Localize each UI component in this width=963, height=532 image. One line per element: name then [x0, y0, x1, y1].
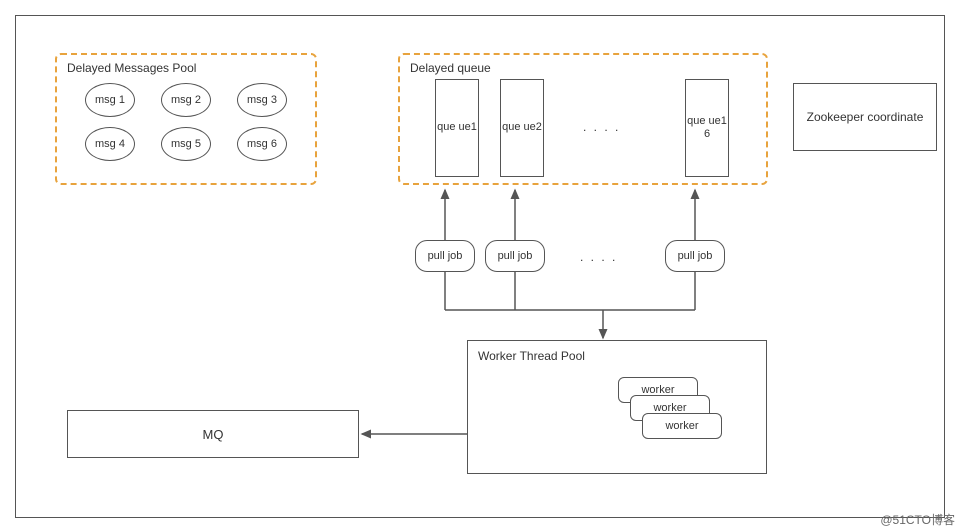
- queue-label: que ue1: [437, 121, 477, 134]
- queue-row: que ue1 que ue2 . . . . que ue1 6: [410, 75, 756, 175]
- msg-node: msg 3: [237, 83, 287, 117]
- pull-job-ellipsis: . . . .: [580, 250, 617, 264]
- pull-job-label: pull job: [678, 250, 713, 262]
- queue-box: que ue2: [500, 79, 544, 177]
- mq-box: MQ: [67, 410, 359, 458]
- msg-pool-title: Delayed Messages Pool: [67, 61, 305, 75]
- worker-label: worker: [665, 420, 698, 432]
- queue-label: que ue1 6: [686, 115, 728, 141]
- zookeeper-box: Zookeeper coordinate: [793, 83, 937, 151]
- pull-job-label: pull job: [498, 250, 533, 262]
- worker-pool-title: Worker Thread Pool: [478, 349, 756, 363]
- queue-label: que ue2: [502, 121, 542, 134]
- delayed-queue-title: Delayed queue: [410, 61, 756, 75]
- zookeeper-label: Zookeeper coordinate: [807, 110, 924, 124]
- pull-job-node: pull job: [415, 240, 475, 272]
- pull-job-label: pull job: [428, 250, 463, 262]
- pull-job-node: pull job: [485, 240, 545, 272]
- msg-node: msg 6: [237, 127, 287, 161]
- queue-ellipsis: . . . .: [583, 120, 620, 134]
- queue-box: que ue1: [435, 79, 479, 177]
- mq-label: MQ: [203, 427, 224, 442]
- queue-box: que ue1 6: [685, 79, 729, 177]
- worker-stack: worker worker worker: [578, 377, 738, 447]
- msg-grid: msg 1 msg 2 msg 3 msg 4 msg 5 msg 6: [67, 75, 305, 169]
- watermark: @51CTO博客: [880, 511, 955, 528]
- msg-node: msg 5: [161, 127, 211, 161]
- pull-job-node: pull job: [665, 240, 725, 272]
- msg-node: msg 2: [161, 83, 211, 117]
- delayed-messages-pool: Delayed Messages Pool msg 1 msg 2 msg 3 …: [55, 53, 317, 185]
- msg-node: msg 4: [85, 127, 135, 161]
- worker-card: worker: [642, 413, 722, 439]
- delayed-queue: Delayed queue que ue1 que ue2 . . . . qu…: [398, 53, 768, 185]
- msg-node: msg 1: [85, 83, 135, 117]
- worker-thread-pool: Worker Thread Pool worker worker worker: [467, 340, 767, 474]
